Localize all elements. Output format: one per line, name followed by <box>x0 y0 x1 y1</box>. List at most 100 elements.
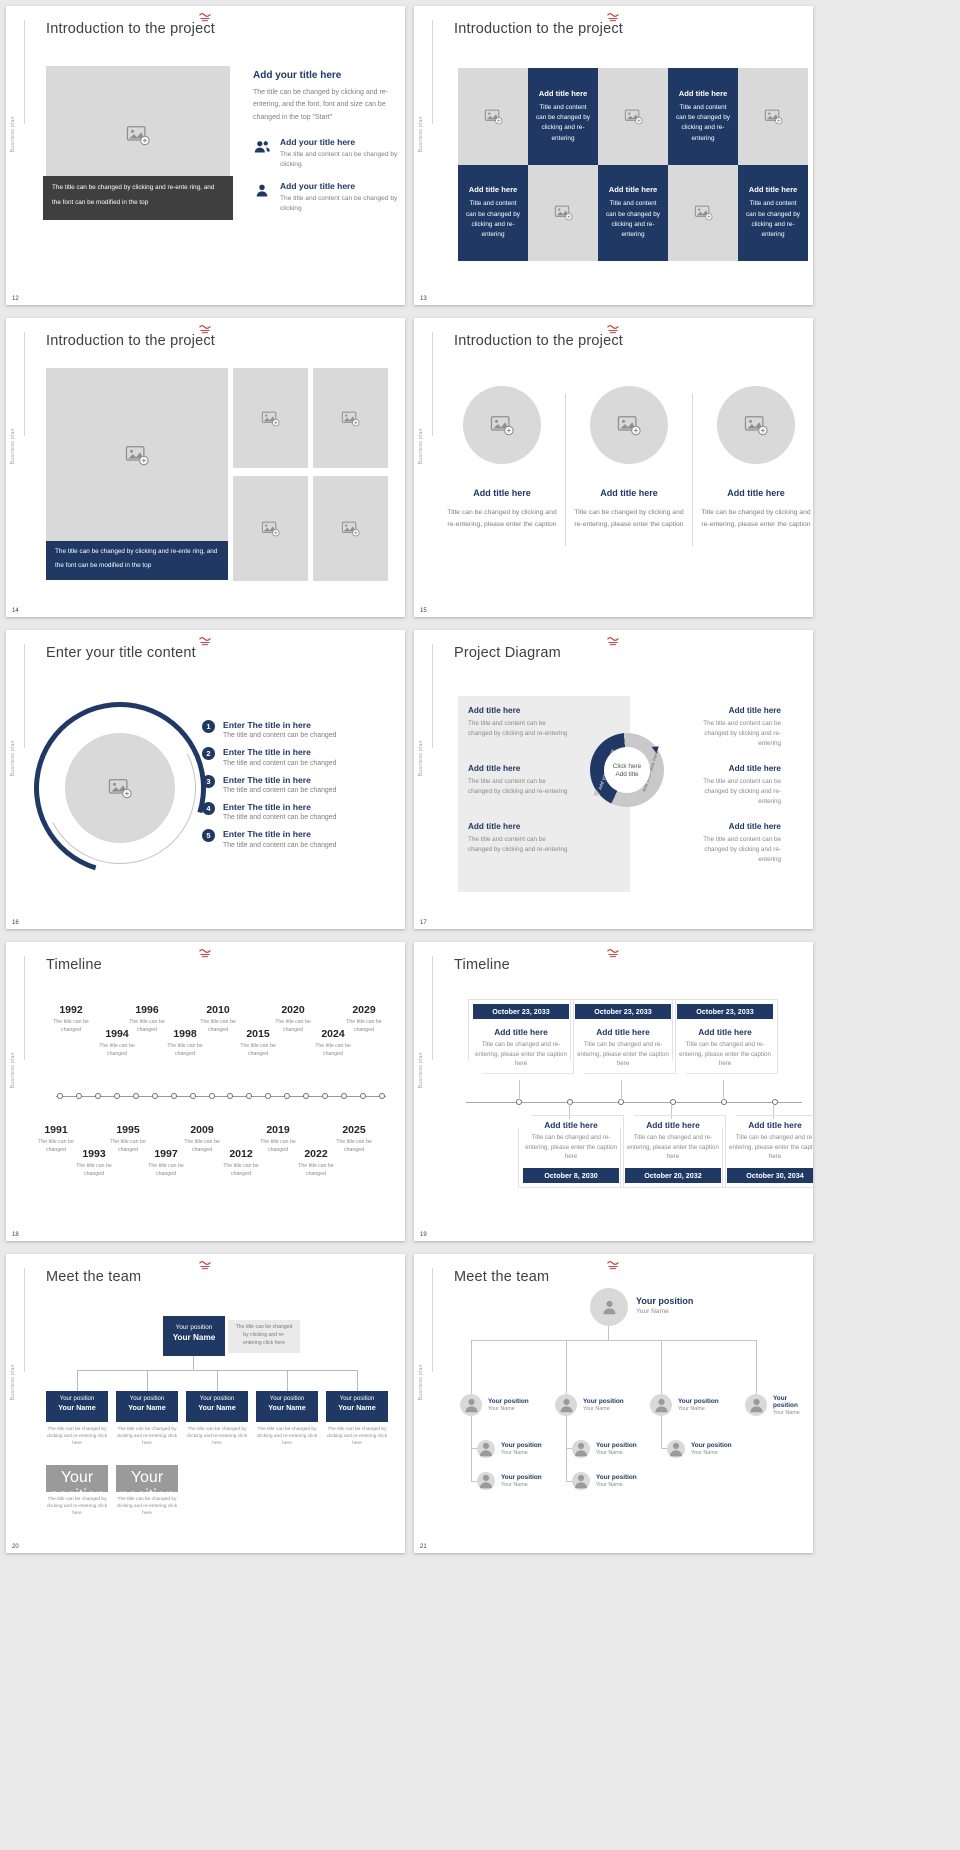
org-member: Your position Your Name <box>477 1472 542 1490</box>
slide-number: 20 <box>12 1544 19 1550</box>
member-note: The title can be changed by clicking and… <box>46 1427 108 1447</box>
timeline-entry: 2015 The title can be changed <box>235 1028 281 1058</box>
connector-line <box>661 1416 662 1449</box>
position-label: Your position <box>501 1442 542 1449</box>
column-title: Add title here <box>727 488 785 498</box>
list-item: Add your title here The title and conten… <box>253 181 399 214</box>
slide-16-thumbnail[interactable]: Business plan Enter your title content 1… <box>6 630 405 929</box>
connector-line <box>671 1104 672 1119</box>
brand-logo-icon <box>198 1260 212 1271</box>
sidebar-vertical-label: Business plan <box>418 1364 424 1401</box>
slide-number: 19 <box>420 1232 427 1238</box>
year-label: 2019 <box>266 1124 290 1136</box>
section-body: The title and content can be changed by … <box>468 836 568 854</box>
name-label: Your Name <box>488 1406 515 1412</box>
connector-line <box>471 1481 478 1482</box>
person-icon <box>667 1441 685 1458</box>
member-text: Your position Your Name <box>596 1474 637 1488</box>
person-icon <box>462 1397 481 1414</box>
connector-line <box>471 1340 757 1341</box>
side-divider <box>24 644 25 748</box>
year-label: 1992 <box>59 1004 83 1016</box>
avatar <box>667 1440 685 1458</box>
slide-number: 17 <box>420 920 427 926</box>
image-placeholder <box>738 68 808 165</box>
member-text: Your position Your Name <box>773 1395 813 1416</box>
year-caption: The title can be changed <box>110 1139 146 1154</box>
member-text: Your position Your Name <box>678 1398 719 1412</box>
entry-title: Add title here <box>646 1120 700 1130</box>
connector-line <box>661 1340 662 1394</box>
member-text: Your position Your Name <box>488 1398 529 1412</box>
image-placeholder <box>233 476 308 581</box>
image-placeholder <box>458 68 528 165</box>
member-note: The title can be changed by clicking and… <box>116 1427 178 1447</box>
timeline-entry: October 23, 2033 Add title here Title ca… <box>575 1004 671 1069</box>
slide-number: 15 <box>420 608 427 614</box>
slide-12-thumbnail[interactable]: Business plan Introduction to the projec… <box>6 6 405 305</box>
center-line2: Add title <box>615 770 639 778</box>
slide-number: 14 <box>12 608 19 614</box>
year-caption: The title can be changed <box>167 1043 203 1058</box>
connector-line <box>77 1370 78 1391</box>
org-member: Your position Your Name <box>745 1394 813 1416</box>
org-member-box: Your position Your Name <box>186 1391 248 1422</box>
timeline-entry: 2025 The title can be changed <box>331 1124 377 1154</box>
image-placeholder <box>598 68 668 165</box>
entry-title: Add title here <box>596 1027 650 1037</box>
slide-title: Introduction to the project <box>46 21 216 37</box>
item-title: Enter The title in here <box>223 829 311 840</box>
position-label: Your position <box>119 1469 175 1504</box>
entry-title: Add title here <box>544 1120 598 1130</box>
diagram-section: Add title here The title and content can … <box>689 764 781 807</box>
org-member-box: Your position Your Name <box>46 1391 108 1422</box>
item-body: The title and content can be changed <box>223 814 337 822</box>
year-caption: The title can be changed <box>184 1139 220 1154</box>
year-label: 2010 <box>206 1004 230 1016</box>
person-icon <box>477 1441 495 1458</box>
slide-title: Timeline <box>46 957 102 973</box>
year-caption: The title can be changed <box>148 1163 184 1178</box>
position-label: Your position <box>596 1474 637 1481</box>
avatar <box>590 1288 628 1326</box>
box-title: Add title here <box>468 185 518 195</box>
person-icon <box>253 183 271 198</box>
name-label: Your Name <box>678 1406 705 1412</box>
position-label: Your position <box>59 1396 95 1402</box>
section-body: The title and content can be changed by … <box>468 720 568 738</box>
slide-14-thumbnail[interactable]: Business plan Introduction to the projec… <box>6 318 405 617</box>
checkerboard-grid: Add title here Title and content can be c… <box>458 68 808 261</box>
image-placeholder-icon <box>108 777 132 799</box>
image-placeholder <box>313 368 388 468</box>
item-title: Enter The title in here <box>223 774 311 785</box>
slide-title: Introduction to the project <box>454 21 624 37</box>
slide-18-thumbnail[interactable]: Business plan Timeline 1992 The title can… <box>6 942 405 1241</box>
date-badge: October 23, 2033 <box>575 1004 671 1019</box>
slide-21-thumbnail[interactable]: Business plan Meet the team Your positio… <box>414 1254 813 1553</box>
image-placeholder <box>668 164 738 261</box>
slide-17-thumbnail[interactable]: Business plan Project Diagram Add title … <box>414 630 813 929</box>
org-member: Your position Your Name <box>555 1394 624 1416</box>
entry-body: Title can be changed and re-entering, pl… <box>627 1134 719 1161</box>
member-note: The title can be changed by clicking and… <box>186 1427 248 1447</box>
side-divider <box>432 332 433 436</box>
root-note: The title can be changed by clicking and… <box>228 1320 300 1353</box>
position-label: Your position <box>678 1398 719 1405</box>
slide-15-thumbnail[interactable]: Business plan Introduction to the projec… <box>414 318 813 617</box>
year-caption: The title can be changed <box>275 1019 311 1034</box>
slide-title: Enter your title content <box>46 645 196 661</box>
slide-13-thumbnail[interactable]: Business plan Introduction to the projec… <box>414 6 813 305</box>
connector-line <box>287 1370 288 1391</box>
name-label: Your Name <box>128 1403 166 1412</box>
timeline-entry: 1991 The title can be changed <box>33 1124 79 1154</box>
year-caption: The title can be changed <box>240 1043 276 1058</box>
circle-diagram <box>6 671 237 905</box>
slide-19-thumbnail[interactable]: Business plan Timeline October 23, 2033 … <box>414 942 813 1241</box>
timeline-entry: 1995 The title can be changed <box>105 1124 151 1154</box>
list-item: 3 Enter The title in here The title and co… <box>202 774 388 794</box>
side-divider <box>24 332 25 436</box>
connector-line <box>147 1370 148 1391</box>
slide-title: Timeline <box>454 957 510 973</box>
slide-20-thumbnail[interactable]: Business plan Meet the team Your positio… <box>6 1254 405 1553</box>
section-body: The title and content can be changed by … <box>703 836 781 864</box>
